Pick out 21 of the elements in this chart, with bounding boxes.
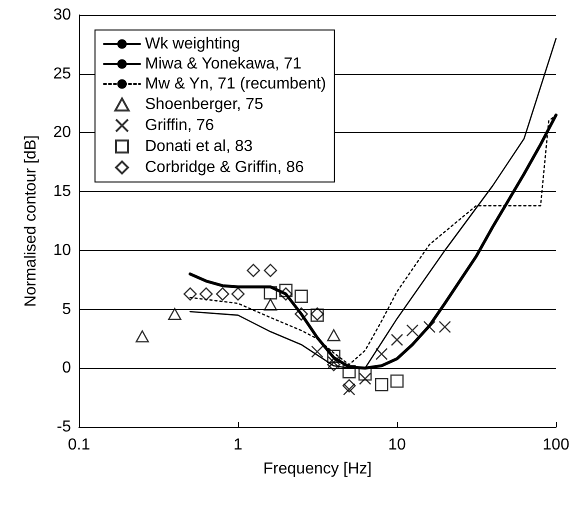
y-tick-label: 0 [62, 360, 72, 377]
x-tick-label: 10 [388, 436, 406, 454]
legend-label: Donati et al, 83 [145, 138, 253, 155]
legend-label: Wk weighting [145, 36, 240, 52]
y-tick-label: 30 [53, 6, 72, 24]
y-tick-label: -5 [56, 418, 72, 436]
y-tick-label: 25 [53, 65, 72, 82]
legend-label: Mw & Yn, 71 (recumbent) [145, 76, 326, 92]
y-axis-title: Normalised contour [dB] [22, 135, 40, 307]
legend-label: Corbridge & Griffin, 86 [145, 159, 304, 176]
legend-label: Shoenberger, 75 [145, 96, 264, 113]
x-tick-label: 1 [234, 436, 243, 454]
y-tick-label: 10 [53, 242, 72, 259]
legend-label: Miwa & Yonekawa, 71 [145, 56, 302, 72]
y-tick-label: 5 [62, 300, 72, 318]
legend-label: Griffin, 76 [145, 117, 214, 134]
y-tick-label: 20 [53, 124, 72, 142]
x-axis-title: Frequency [Hz] [263, 460, 372, 478]
x-tick-label: 0.1 [68, 436, 90, 454]
x-tick-label: 100 [542, 436, 570, 454]
y-tick-label: 15 [53, 183, 72, 200]
